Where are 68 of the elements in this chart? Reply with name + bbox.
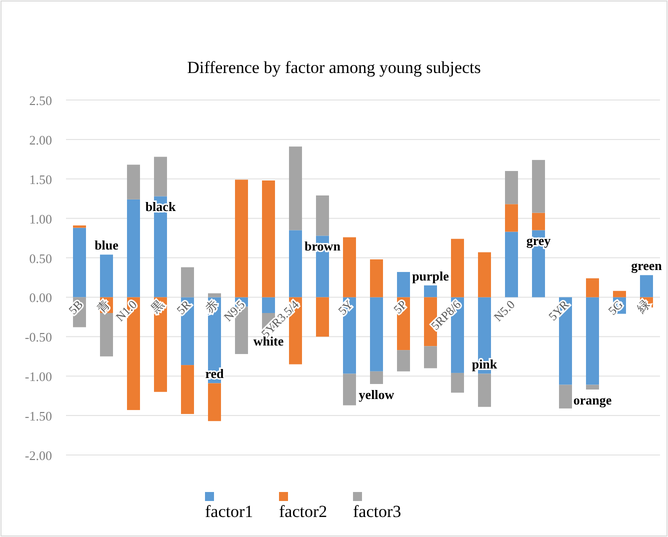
bar — [613, 290, 626, 298]
x-tick-label: 青 — [94, 297, 113, 316]
y-tick-label: -1.00 — [24, 369, 52, 384]
bar — [127, 199, 140, 298]
legend-label: factor2 — [279, 502, 328, 521]
bar — [100, 313, 113, 356]
y-tick-label: -1.50 — [24, 408, 52, 424]
bar — [370, 371, 383, 384]
bar — [316, 297, 329, 337]
bar — [532, 212, 545, 230]
legend-label: factor3 — [353, 502, 402, 521]
bar — [289, 230, 302, 298]
x-tick-label: 赤 — [202, 297, 221, 316]
bar — [424, 285, 437, 298]
bar — [505, 171, 518, 204]
bar — [73, 225, 86, 228]
data-label: green — [631, 258, 663, 274]
bar — [73, 228, 86, 298]
bar — [478, 252, 491, 298]
bar — [397, 272, 410, 298]
legend-label: factor1 — [205, 502, 254, 521]
bar — [505, 204, 518, 232]
bar — [154, 156, 167, 196]
data-label: blue — [94, 238, 119, 253]
bar — [181, 365, 194, 414]
bar — [559, 384, 572, 408]
x-tick-label: 5YR — [546, 297, 572, 324]
bar — [289, 146, 302, 230]
bar — [343, 237, 356, 298]
bar — [478, 374, 491, 407]
bar — [397, 350, 410, 372]
x-tick-label: 緑 — [634, 297, 653, 317]
x-tick-label: 黒 — [148, 297, 167, 316]
bar — [640, 275, 653, 298]
bar — [451, 238, 464, 298]
chart-title: Difference by factor among young subjects — [187, 58, 481, 77]
bar — [424, 346, 437, 368]
bar — [235, 180, 248, 298]
y-tick-label: -0.50 — [24, 330, 52, 345]
data-label: purple — [412, 268, 450, 284]
bar — [586, 297, 599, 385]
y-tick-label: 1.00 — [29, 211, 52, 226]
bar — [586, 384, 599, 390]
y-tick-label: 0.00 — [29, 290, 52, 306]
bar — [586, 278, 599, 298]
y-tick-label: 1.50 — [29, 172, 52, 187]
bar — [370, 259, 383, 298]
y-tick-label: 2.00 — [29, 132, 52, 148]
bar — [208, 383, 221, 422]
x-tick-label: 5G — [605, 297, 626, 318]
bar — [181, 267, 194, 298]
data-label: orange — [573, 392, 612, 408]
x-tick-label: 5R — [174, 297, 194, 318]
y-tick-label: 0.50 — [29, 250, 52, 266]
x-tick-label: 5P — [390, 297, 410, 316]
bar — [316, 195, 329, 236]
y-tick-label: 2.50 — [29, 93, 52, 108]
bar — [100, 254, 113, 298]
bar — [343, 374, 356, 406]
y-tick-label: -2.00 — [24, 448, 52, 463]
data-label: yellow — [358, 387, 395, 402]
bar — [370, 297, 383, 372]
bar — [505, 232, 518, 298]
bar — [262, 180, 275, 298]
bar — [127, 164, 140, 200]
x-tick-label: 5Y — [335, 297, 356, 318]
bar — [532, 160, 545, 213]
bar — [451, 372, 464, 393]
